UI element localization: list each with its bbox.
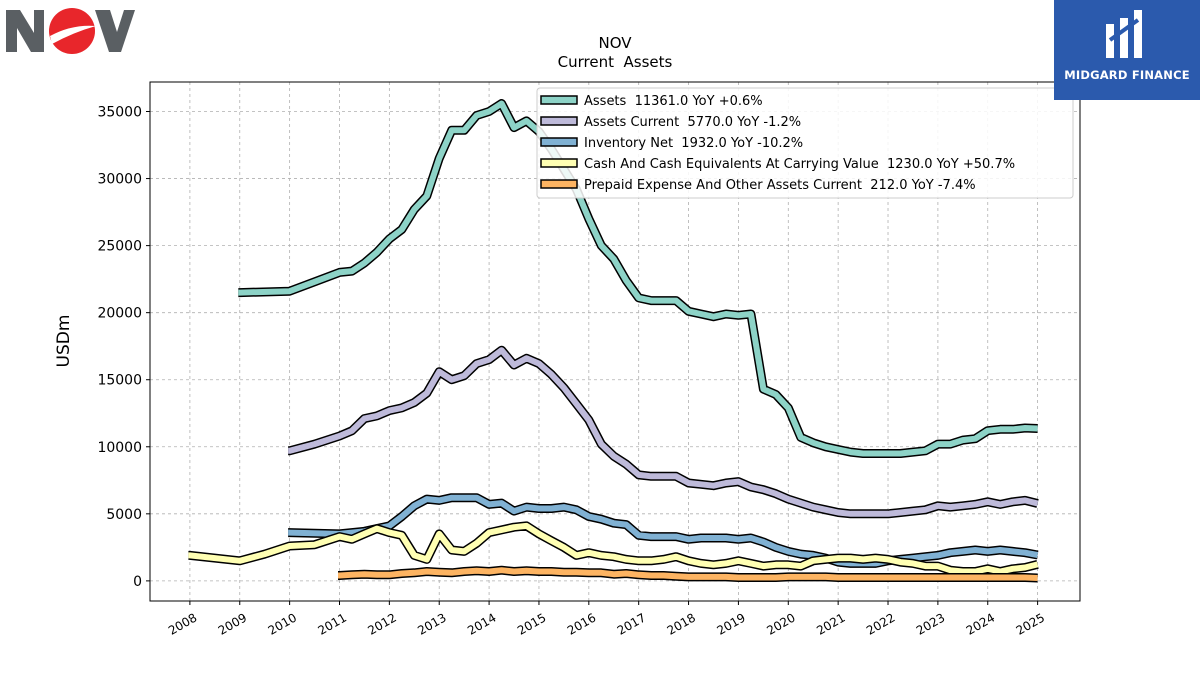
- legend-box: [536, 87, 1074, 199]
- series-line-1: [235, 99, 1038, 458]
- watermark-text: MIDGARD FINANCE: [1064, 68, 1190, 82]
- x-tick-label: 2017: [615, 610, 648, 637]
- legend-label: Prepaid Expense And Other Assets Current…: [584, 178, 976, 193]
- x-tick-label: 2009: [216, 610, 249, 637]
- chart-title: NOV: [598, 34, 632, 52]
- x-tick-label: 2020: [764, 610, 797, 637]
- y-tick-label: 30000: [97, 172, 142, 188]
- x-tick-label: 2012: [365, 610, 398, 637]
- x-tick-label: 2018: [665, 610, 698, 637]
- legend-label: Assets 11361.0 YoY +0.6%: [584, 94, 763, 109]
- x-tick-label: 2014: [465, 610, 498, 637]
- grid: [150, 82, 1080, 601]
- x-tick-label: 2023: [914, 610, 947, 637]
- legend-swatch: [540, 116, 578, 126]
- midgard-finance-logo: MIDGARD FINANCE: [1054, 0, 1200, 100]
- legend-label: Assets Current 5770.0 YoY -1.2%: [584, 115, 801, 130]
- x-tick-label: 2016: [565, 610, 598, 637]
- legend-label: Inventory Net 1932.0 YoY -10.2%: [584, 136, 803, 151]
- chart-subtitle: Current Assets: [558, 53, 673, 71]
- y-axis-label: USDm: [54, 315, 74, 368]
- x-tick-label: 2021: [814, 610, 847, 637]
- x-tick-label: 2010: [266, 610, 299, 637]
- series-lines: [185, 99, 1039, 583]
- series-stroke: [236, 100, 1038, 457]
- y-tick-label: 5000: [106, 507, 142, 523]
- y-tick-label: 0: [133, 574, 142, 590]
- midgard-mark-icon: [1106, 10, 1142, 58]
- legend: Assets 11361.0 YoY +0.6% Assets Current 5…: [536, 87, 1074, 199]
- legend-label: Cash And Cash Equivalents At Carrying Va…: [584, 157, 1015, 172]
- x-tick-label: 2022: [864, 610, 897, 637]
- series-stroke: [336, 567, 1038, 581]
- legend-swatch: [540, 158, 578, 168]
- series-stroke: [286, 347, 1039, 517]
- legend-entry-3: Inventory Net 1932.0 YoY -10.2%: [540, 136, 803, 151]
- legend-entry-1: Assets 11361.0 YoY +0.6%: [540, 94, 763, 109]
- plot-area: [149, 81, 1081, 602]
- x-tick-label: 2025: [1014, 610, 1047, 637]
- legend-entry-2: Assets Current 5770.0 YoY -1.2%: [540, 115, 801, 130]
- series-line-5: [335, 565, 1038, 583]
- x-tick-label: 2019: [714, 610, 747, 637]
- x-tick-label: 2011: [316, 610, 349, 637]
- y-tick-label: 15000: [97, 373, 142, 389]
- y-tick-label: 10000: [97, 440, 142, 456]
- legend-swatch: [540, 95, 578, 105]
- nov-logo: [6, 8, 135, 54]
- x-tick-label: 2015: [515, 610, 548, 637]
- x-tick-label: 2008: [166, 610, 199, 637]
- series-stroke: [286, 494, 1039, 567]
- series-line-4: [185, 521, 1039, 576]
- legend-entry-4: Cash And Cash Equivalents At Carrying Va…: [540, 157, 1015, 172]
- series-line-2: [285, 345, 1039, 519]
- series-line-3: [285, 493, 1039, 568]
- legend-swatch: [540, 179, 578, 189]
- y-tick-label: 20000: [97, 306, 142, 322]
- series-outline: [285, 345, 1039, 519]
- y-tick-label: 35000: [97, 105, 142, 121]
- legend-swatch: [540, 137, 578, 147]
- series-stroke: [186, 522, 1039, 575]
- y-tick-label: 25000: [97, 239, 142, 255]
- x-tick-label: 2013: [415, 610, 448, 637]
- legend-entry-5: Prepaid Expense And Other Assets Current…: [540, 178, 976, 193]
- x-tick-label: 2024: [964, 610, 997, 637]
